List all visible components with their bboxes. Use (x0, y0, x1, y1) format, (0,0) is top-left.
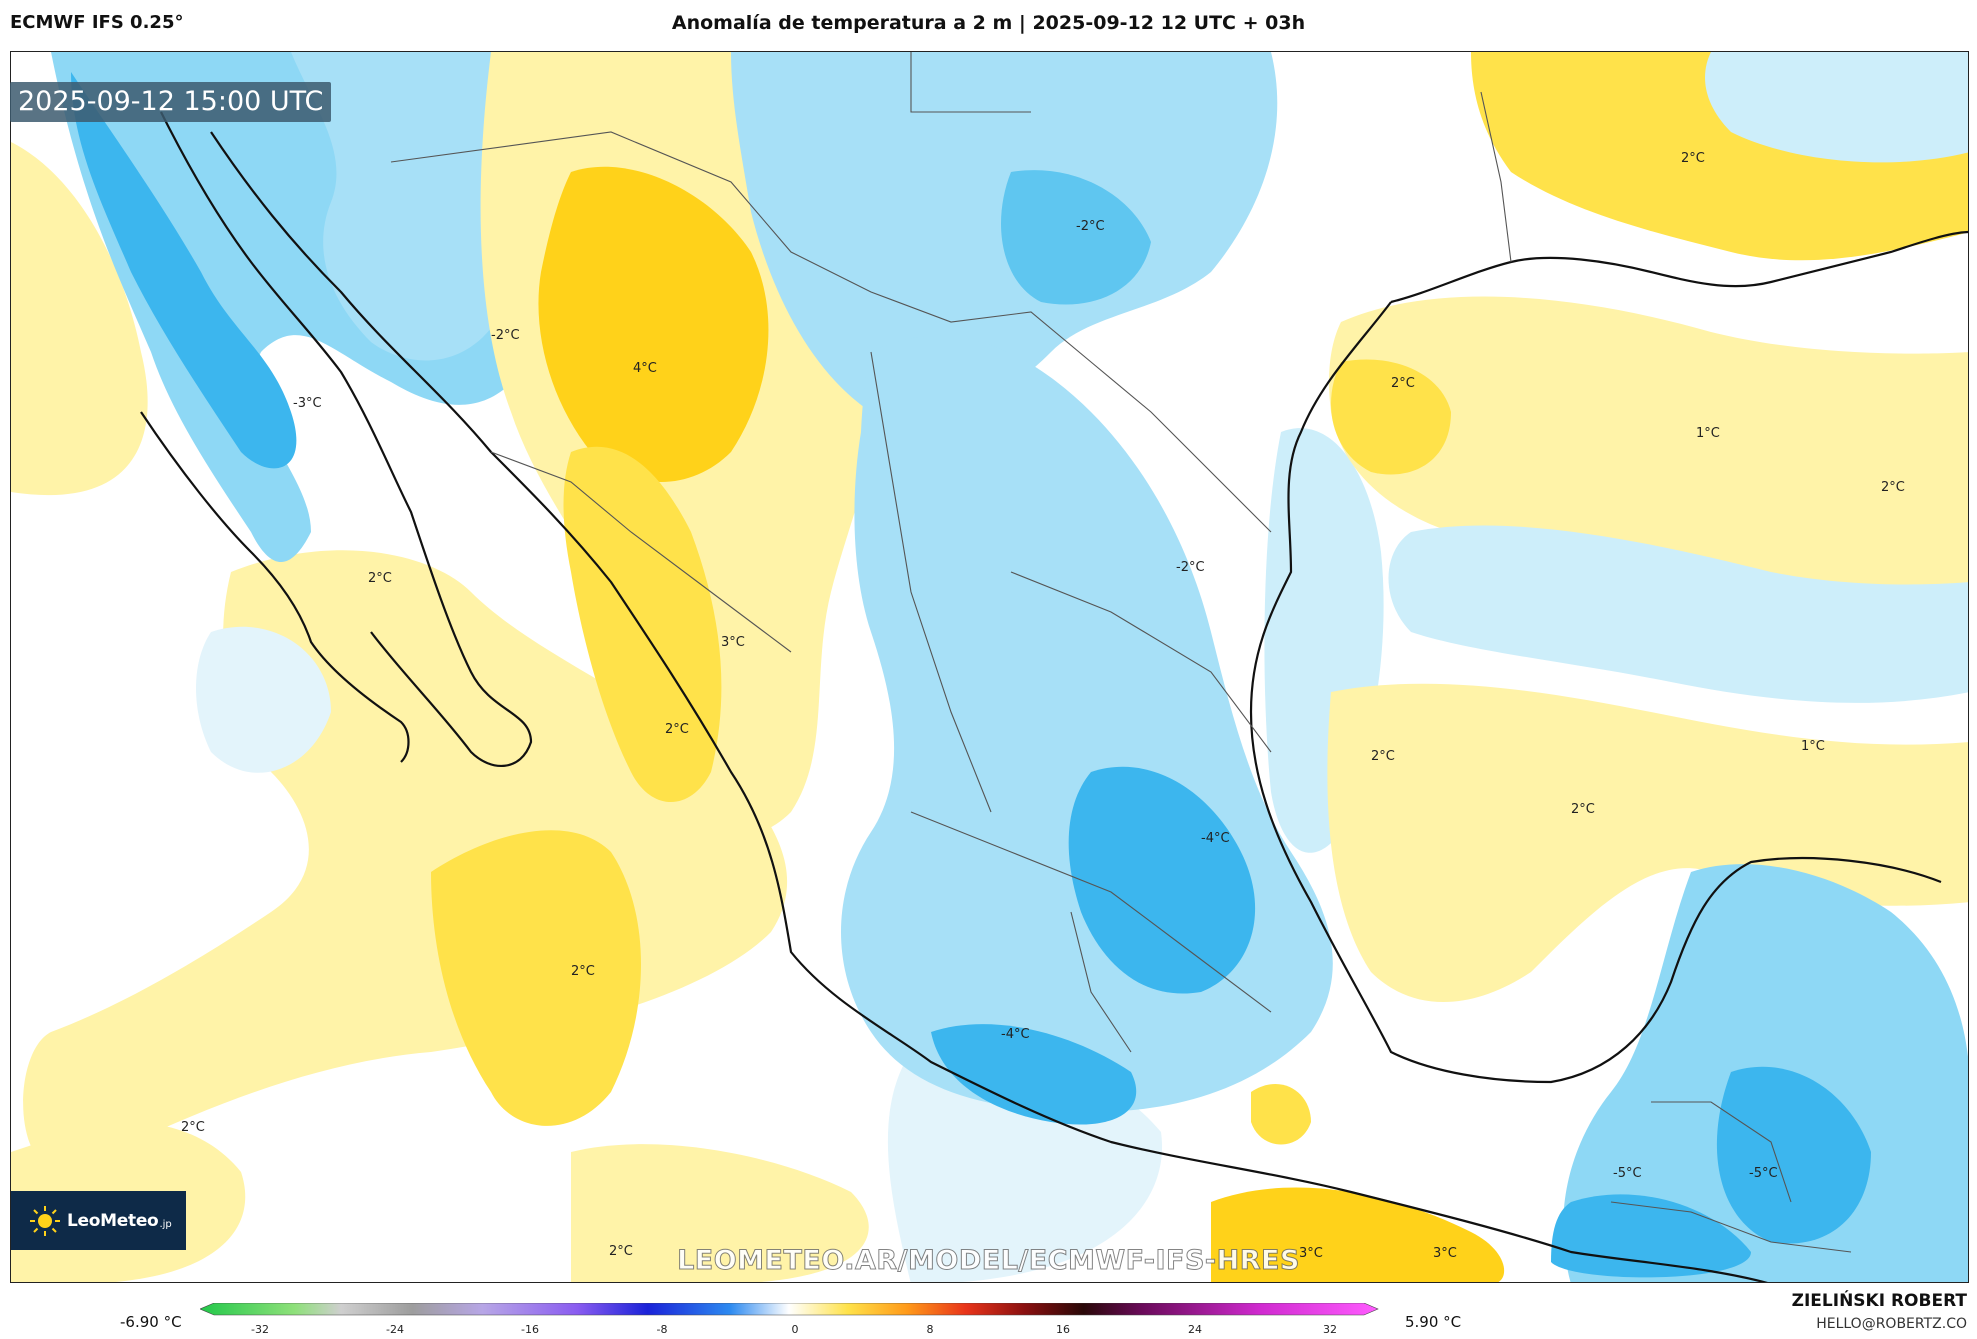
model-label: ECMWF IFS 0.25° (10, 12, 184, 33)
border-texas-louisiana (1480, 91, 1512, 263)
watermark-url: LEOMETEO.AR/MODEL/ECMWF-IFS-HRES (677, 1245, 1300, 1277)
logo-text: LeoMeteo (67, 1210, 159, 1231)
author-email: HELLO@ROBERTZ.CO (1816, 1316, 1967, 1332)
warm-field-oaxaca (1251, 1083, 1311, 1145)
warm-field-sinaloa (563, 446, 722, 802)
contour-label: 2°C (665, 722, 689, 737)
contour-label: 2°C (571, 964, 595, 979)
cool-field-guerrero-coast (931, 1024, 1137, 1125)
coast-baja-west (140, 411, 410, 763)
colorbar-tick: -16 (521, 1323, 539, 1336)
cool-field-central-mexico (841, 335, 1333, 1112)
contour-labels: -2°C -3°C 4°C 2°C 3°C -2°C 2°C 2°C 2°C 2… (181, 151, 1905, 1261)
warm-field-gulf-north (1329, 296, 1968, 660)
contour-label: 2°C (1371, 749, 1395, 764)
author-name: ZIELIŃSKI ROBERT (1791, 1291, 1967, 1311)
cool-field-central-mexico-core (1068, 766, 1256, 994)
contour-label: 1°C (1801, 739, 1825, 754)
state-borders (390, 52, 1852, 1253)
colorbar-bar (200, 1303, 1379, 1316)
colorbar-min-label: -6.90 °C (120, 1313, 182, 1331)
colorbar-tick: 8 (927, 1323, 934, 1336)
coast-mainland-pacific (210, 131, 1768, 1282)
warm-field-south-coast (1211, 1187, 1505, 1282)
cool-field-gulf-middle (1388, 525, 1968, 703)
valid-time-badge: 2025-09-12 15:00 UTC (10, 82, 332, 122)
warm-field-gulf-core (1331, 359, 1451, 475)
sun-icon (30, 1205, 60, 1236)
colorbar-tick: -8 (657, 1323, 668, 1336)
colorbar-tick: 32 (1323, 1323, 1337, 1336)
colorbar-tick: -24 (386, 1323, 404, 1336)
logo-suffix: .jp (159, 1219, 172, 1230)
cool-field-baja-core (71, 72, 297, 469)
cool-field-belize-core (1716, 1066, 1871, 1244)
warm-field-pacific-south (571, 1144, 869, 1282)
map-canvas: -2°C -3°C 4°C 2°C 3°C -2°C 2°C 2°C 2°C 2… (11, 52, 1968, 1282)
border-yucatan (1651, 1101, 1792, 1203)
contour-label: 2°C (1681, 151, 1705, 166)
contour-label: -3°C (293, 396, 322, 411)
contour-label: 3°C (1433, 1246, 1457, 1261)
cool-field-us-east (1705, 52, 1968, 163)
border-us-state (910, 52, 1031, 113)
cool-field-pacific-west (196, 626, 331, 773)
contour-label: -4°C (1001, 1027, 1030, 1042)
contour-label: -5°C (1749, 1166, 1778, 1181)
contour-label: -2°C (491, 328, 520, 343)
colorbar-tick: 16 (1056, 1323, 1070, 1336)
contour-label: 2°C (181, 1120, 205, 1135)
colorbar-max-label: 5.90 °C (1405, 1313, 1462, 1331)
warm-field-gulf-south (1327, 683, 1968, 1002)
colorbar-tick: -32 (251, 1323, 269, 1336)
contour-label: -5°C (1613, 1166, 1642, 1181)
contour-label: 2°C (1391, 376, 1415, 391)
colorbar: -32 -24 -16 -8 0 8 16 24 32 (200, 1303, 1379, 1336)
cool-field-texas-core (1001, 170, 1151, 305)
contour-label: 2°C (1881, 480, 1905, 495)
leometeo-logo: LeoMeteo .jp (11, 1191, 186, 1250)
map-panel: -2°C -3°C 4°C 2°C 3°C -2°C 2°C 2°C 2°C 2… (10, 51, 1969, 1283)
map-title: Anomalía de temperatura a 2 m | 2025-09-… (671, 12, 1306, 34)
header: ECMWF IFS 0.25° Anomalía de temperatura … (0, 0, 1977, 50)
contour-label: 1°C (1696, 426, 1720, 441)
border-us-mexico (390, 131, 1272, 533)
footer: -6.90 °C (0, 1283, 1977, 1339)
contour-label: 2°C (1571, 802, 1595, 817)
warm-field-pacific-core (431, 830, 641, 1126)
contour-label: 4°C (633, 361, 657, 376)
coast-baja-east (160, 111, 533, 767)
border-interior-3 (1010, 571, 1272, 753)
warm-field-chihuahua-core (538, 166, 769, 482)
border-interior-1 (490, 451, 792, 653)
coast-gulf-north (1390, 230, 1968, 304)
border-interior-5 (1070, 911, 1132, 1053)
coast-gulf-west (1249, 301, 1942, 1084)
border-central-america (1610, 1201, 1852, 1253)
border-interior-2 (870, 351, 992, 813)
cool-field-sonora-north (291, 52, 520, 361)
contour-label: -2°C (1076, 219, 1105, 234)
contour-label: 3°C (721, 635, 745, 650)
colorbar-tick: 0 (792, 1323, 799, 1336)
anomaly-fields (11, 52, 1968, 1282)
warm-field-baja-offshore (11, 142, 148, 496)
contour-label: 2°C (609, 1244, 633, 1259)
contour-label: -2°C (1176, 560, 1205, 575)
contour-label: -4°C (1201, 831, 1230, 846)
coastlines (140, 111, 1968, 1282)
contour-label: 2°C (368, 571, 392, 586)
border-interior-4 (910, 811, 1272, 1013)
colorbar-tick: 24 (1188, 1323, 1202, 1336)
contour-label: 3°C (1299, 1246, 1323, 1261)
